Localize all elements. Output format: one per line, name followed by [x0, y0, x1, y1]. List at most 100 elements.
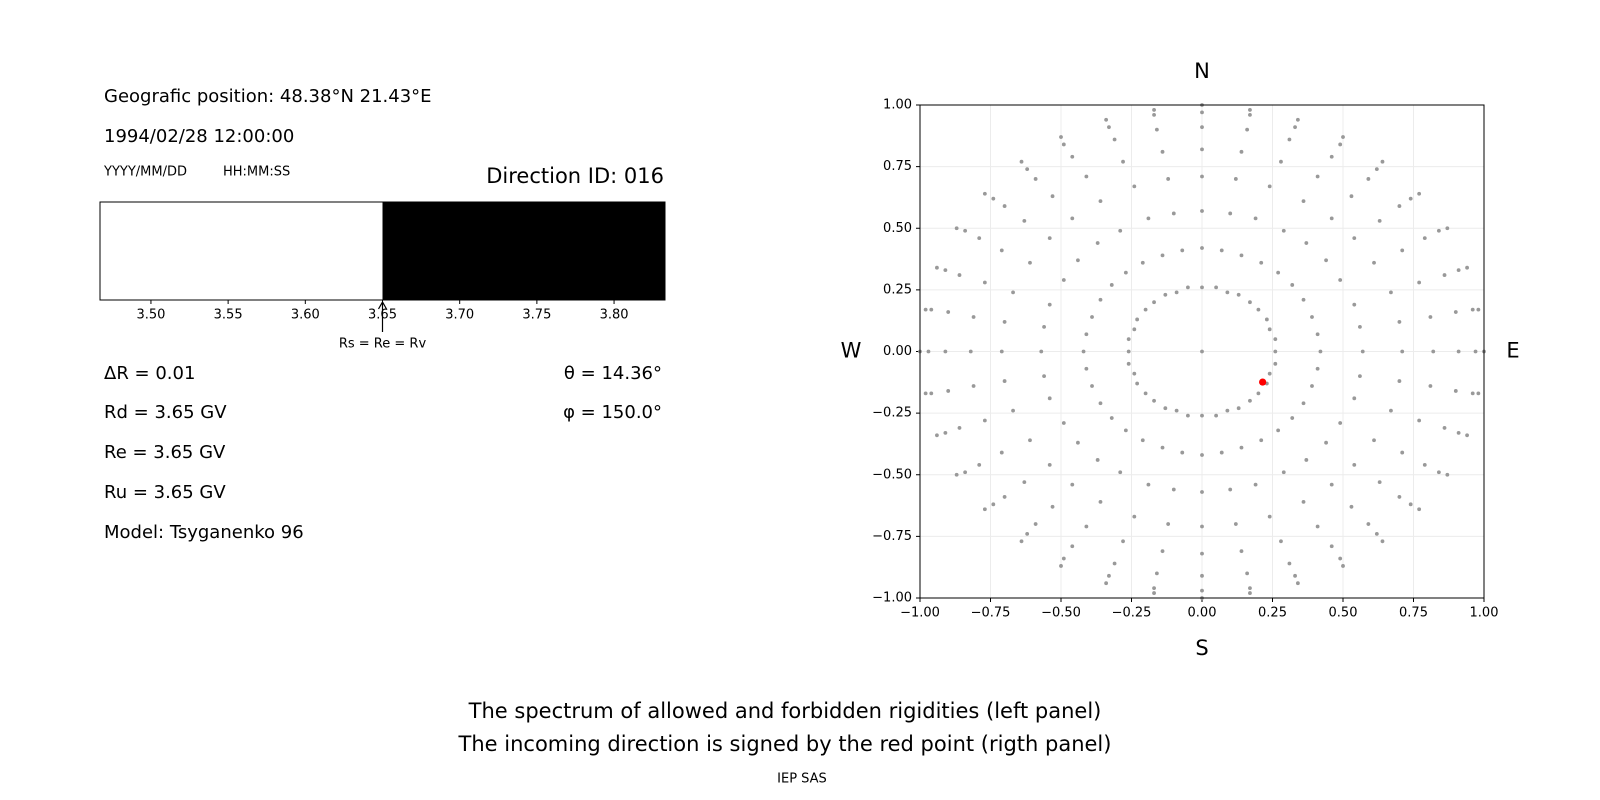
direction-point — [1338, 278, 1343, 282]
direction-point — [1200, 285, 1204, 290]
direction-point — [1095, 458, 1100, 462]
direction-point — [1372, 260, 1376, 265]
direction-point — [1267, 514, 1272, 519]
direction-point — [1315, 366, 1320, 371]
direction-point — [1047, 236, 1052, 241]
direction-point — [1465, 433, 1469, 438]
direction-point — [1042, 374, 1046, 379]
direction-point — [968, 349, 973, 354]
direction-point — [1200, 588, 1204, 593]
direction-west: W — [841, 339, 862, 363]
direction-point — [1090, 384, 1094, 388]
direction-point — [1389, 290, 1393, 295]
direction-point — [1287, 137, 1292, 142]
direction-point — [1163, 292, 1168, 297]
direction-point — [1047, 396, 1052, 401]
direction-point — [1118, 228, 1123, 233]
direction-point — [1121, 539, 1125, 544]
credit: IEP SAS — [777, 772, 827, 787]
direction-point — [991, 196, 996, 201]
direction-point — [1228, 487, 1233, 492]
phi: φ = 150.0° — [563, 402, 662, 423]
caption-line: The spectrum of allowed and forbidden ri… — [468, 699, 1102, 723]
direction-point — [935, 265, 939, 270]
direction-point — [1293, 573, 1297, 578]
direction-point — [1253, 216, 1258, 221]
direction-point — [1301, 401, 1306, 406]
direction-point — [1084, 174, 1089, 179]
direction-point — [1180, 248, 1185, 253]
direction-point — [1022, 480, 1027, 485]
direction-point — [1025, 167, 1030, 171]
spectrum-segment — [382, 202, 665, 300]
direction-point — [1329, 216, 1334, 221]
direction-point — [1047, 302, 1052, 307]
direction-point — [1267, 327, 1272, 332]
direction-point — [1389, 408, 1393, 413]
direction-point — [957, 273, 962, 277]
direction-point — [1076, 258, 1080, 263]
direction-point — [1098, 401, 1103, 406]
direction-point — [1061, 421, 1066, 425]
direction-point — [1200, 490, 1204, 494]
direction-point — [1273, 337, 1278, 342]
x-tick-label: 0.75 — [1399, 606, 1428, 621]
x-tick-label: 3.75 — [522, 308, 551, 323]
direction-point — [1160, 549, 1165, 554]
direction-point — [1002, 204, 1007, 208]
direction-point — [1219, 450, 1224, 455]
spectrum-segment — [100, 202, 383, 300]
direction-point — [1132, 184, 1137, 189]
direction-point — [1061, 278, 1066, 282]
direction-point — [1107, 573, 1111, 578]
direction-point — [1436, 228, 1441, 233]
direction-point — [1200, 573, 1204, 578]
direction-point — [1267, 184, 1272, 189]
direction-point — [1281, 228, 1286, 233]
caption-line: The incoming direction is signed by the … — [458, 732, 1112, 756]
direction-point — [1121, 159, 1125, 164]
direction-east: E — [1506, 339, 1519, 363]
direction-point — [1225, 408, 1230, 413]
direction-point — [1050, 194, 1055, 199]
direction-point — [1372, 438, 1376, 443]
direction-point — [1456, 430, 1461, 435]
direction-point — [943, 268, 948, 273]
direction-point — [1422, 462, 1427, 467]
direction-point — [1200, 453, 1204, 457]
direction-point — [1239, 253, 1244, 258]
direction-point — [1022, 218, 1027, 223]
direction-point — [1329, 482, 1334, 487]
direction-point — [1397, 320, 1402, 324]
direction-point — [1084, 524, 1089, 529]
direction-point — [1047, 462, 1052, 467]
direction-point — [1135, 381, 1140, 386]
direction-point — [982, 191, 987, 196]
direction-point — [1248, 108, 1252, 112]
direction-point — [1397, 495, 1402, 499]
direction-point — [1304, 241, 1309, 245]
direction-point — [1380, 539, 1385, 544]
direction-point — [1123, 270, 1128, 275]
direction-point — [1143, 307, 1148, 312]
direction-point — [1174, 408, 1179, 413]
direction-point — [1456, 349, 1461, 354]
direction-point — [1358, 324, 1362, 329]
direction-point — [1135, 317, 1140, 322]
direction-point — [1059, 135, 1063, 139]
direction-point — [1248, 586, 1252, 591]
direction-point — [1104, 117, 1109, 122]
direction-point — [1310, 315, 1314, 319]
direction-point — [1160, 149, 1165, 154]
direction-point — [1301, 297, 1306, 302]
direction-point — [1123, 428, 1128, 433]
x-tick-label: 3.70 — [445, 308, 474, 323]
direction-point — [1219, 248, 1224, 253]
direction-point — [1349, 504, 1354, 509]
direction-point — [1377, 480, 1382, 485]
direction-point — [1061, 556, 1066, 561]
rd-value: Rd = 3.65 GV — [104, 402, 227, 423]
direction-point — [1160, 445, 1165, 450]
direction-point — [1442, 426, 1447, 430]
